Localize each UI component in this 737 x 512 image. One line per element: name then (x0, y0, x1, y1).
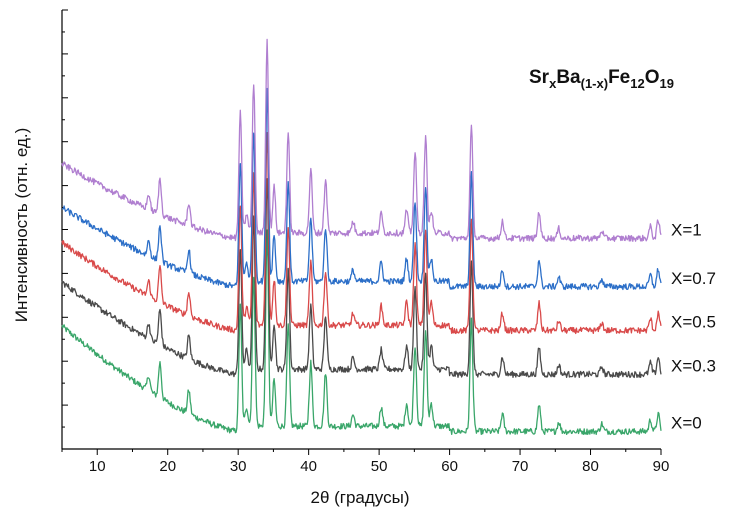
series-label: X=0.7 (671, 269, 716, 288)
trace-x-0-7 (62, 87, 662, 291)
x-tick-label: 90 (653, 458, 670, 475)
series-labels: X=0 X=0.3 X=0.5 X=0.7 X=1 (671, 221, 716, 433)
x-tick-label: 60 (441, 458, 458, 475)
series-label: X=1 (671, 221, 702, 240)
x-tick-label: 40 (300, 458, 317, 475)
x-tick-label: 80 (582, 458, 599, 475)
chart-title: SrxBa(1-x)Fe12O19 (529, 67, 674, 91)
x-ticks: 10 20 30 40 50 60 70 80 90 (61, 449, 670, 475)
x-tick-label: 20 (159, 458, 176, 475)
x-tick-label: 10 (89, 458, 106, 475)
x-axis-title: 2θ (градусы) (310, 488, 409, 507)
x-tick-label: 50 (371, 458, 388, 475)
series-label: X=0.5 (671, 313, 716, 332)
y-axis-title: Интенсивность (отн. ед.) (12, 128, 31, 323)
trace-x-1 (61, 38, 662, 242)
traces (61, 38, 662, 436)
trace-x-0 (61, 229, 662, 436)
x-tick-label: 70 (512, 458, 529, 475)
trace-x-0-5 (61, 131, 662, 335)
trace-x-0-3 (61, 178, 662, 379)
x-tick-label: 30 (230, 458, 247, 475)
series-label: X=0 (671, 414, 702, 433)
y-ticks (62, 9, 68, 450)
series-label: X=0.3 (671, 357, 716, 376)
